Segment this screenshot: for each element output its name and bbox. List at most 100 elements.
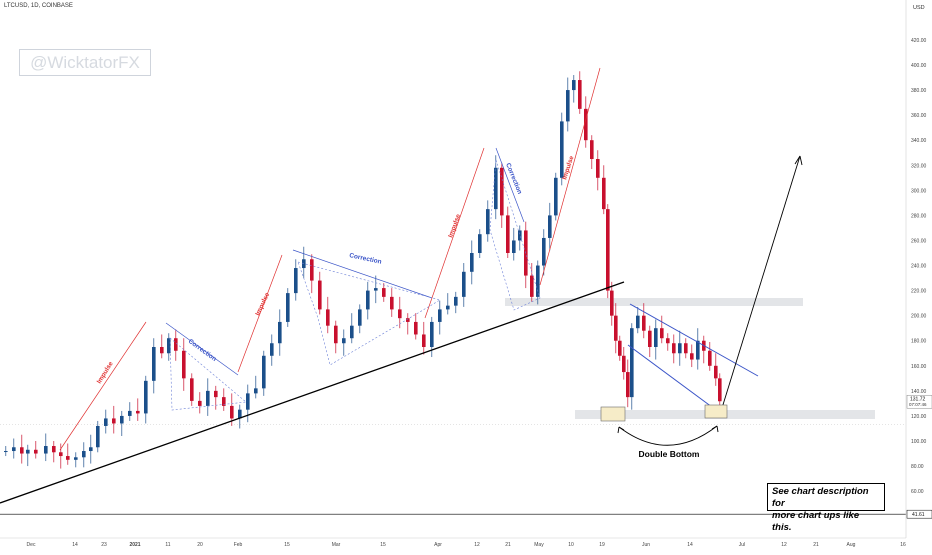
- price-tick-label: 340.00: [911, 138, 927, 144]
- time-tick-label: 11: [165, 542, 170, 548]
- price-tick-label: 220.00: [911, 289, 927, 295]
- candle-body: [326, 309, 330, 326]
- time-tick-label: 14: [72, 542, 78, 548]
- impulse-label: Impulse: [447, 213, 462, 239]
- symbol-label: LTCUSD, 1D, COINBASE: [4, 3, 73, 9]
- currency-label: USD: [913, 5, 925, 11]
- candle-body: [690, 353, 694, 360]
- pattern-dashed-lines: [489, 159, 541, 311]
- time-tick-label: 15: [380, 542, 386, 548]
- candle-body: [578, 80, 582, 109]
- candle-body: [630, 328, 634, 398]
- candle-body: [222, 397, 226, 406]
- candle-body: [358, 309, 362, 326]
- candle-body: [286, 293, 290, 322]
- candle-body: [160, 347, 164, 354]
- double-bottom-box-right: [704, 404, 728, 419]
- candle-body: [548, 215, 552, 238]
- candle-body: [696, 340, 700, 360]
- price-tick-label: 360.00: [911, 113, 927, 119]
- correction-arrow: [495, 147, 525, 223]
- candle-body: [584, 108, 588, 141]
- candle-body: [506, 215, 510, 253]
- candle-body: [678, 343, 682, 354]
- correction-arrow: [292, 249, 433, 299]
- channel-upper-line: [629, 303, 759, 377]
- projection-arrow-head: [794, 155, 803, 166]
- correction-label: Correction: [349, 252, 383, 266]
- candle-body: [270, 343, 274, 356]
- candle-body: [34, 449, 38, 454]
- candle-body: [642, 315, 646, 331]
- candle-body: [342, 338, 346, 344]
- candle-body: [560, 121, 564, 178]
- candle-body: [718, 378, 722, 402]
- time-tick-label: 19: [599, 542, 605, 548]
- candle-body: [542, 237, 546, 266]
- candle-body: [89, 447, 93, 452]
- candle-body: [26, 449, 30, 454]
- price-tick-label: 160.00: [911, 364, 927, 370]
- candle-body: [20, 447, 24, 454]
- time-tick-label: 21: [505, 542, 511, 548]
- price-tick-label: 100.00: [911, 439, 927, 445]
- candle-body: [96, 425, 100, 448]
- candle-body: [708, 350, 712, 366]
- time-tick-label: Jun: [642, 542, 650, 548]
- double-bottom-arc: [618, 425, 718, 446]
- correction-arrow: [165, 322, 239, 376]
- time-tick-label: Feb: [234, 542, 243, 548]
- impulse-arrow: [237, 254, 283, 373]
- candle-body: [536, 265, 540, 297]
- candle-body: [230, 405, 234, 419]
- candle-body: [486, 209, 490, 235]
- candle-body: [654, 328, 658, 347]
- candle-body: [167, 338, 171, 354]
- candle-body: [214, 390, 218, 398]
- description-line-2: more chart ups like this.: [772, 510, 860, 533]
- candle-body: [414, 321, 418, 335]
- candle-body: [422, 334, 426, 347]
- candle-body: [190, 378, 194, 401]
- candle-body: [572, 80, 576, 91]
- candle-body: [374, 288, 378, 291]
- candle-body: [112, 418, 116, 424]
- impulse-arrow: [539, 67, 601, 286]
- time-tick-label: Dec: [27, 542, 36, 548]
- candle-body: [566, 90, 570, 122]
- candle-body: [262, 355, 266, 389]
- time-tick-label: 16: [900, 542, 906, 548]
- candle-body: [128, 410, 132, 416]
- price-tick-label: 260.00: [911, 238, 927, 244]
- candle-body: [206, 390, 210, 406]
- projection-arrow: [721, 155, 801, 409]
- candle-layer: [4, 71, 722, 469]
- last-price-label: 131.72: [910, 397, 926, 403]
- candle-body: [350, 325, 354, 339]
- description-box: See chart description for more chart ups…: [767, 483, 885, 533]
- price-tick-label: 60.00: [911, 489, 924, 495]
- price-tick-label: 320.00: [911, 163, 927, 169]
- price-tick-label: 120.00: [911, 414, 927, 420]
- candle-body: [182, 350, 186, 379]
- candle-body: [152, 347, 156, 381]
- candle-body: [672, 343, 676, 354]
- impulse-label: Impulse: [254, 291, 271, 317]
- candle-body: [198, 400, 202, 406]
- candle-body: [12, 447, 16, 452]
- watermark: @WicktatorFX: [19, 49, 151, 76]
- candle-body: [174, 338, 178, 351]
- candle-body: [430, 321, 434, 347]
- candle-body: [278, 321, 282, 344]
- candle-body: [614, 315, 618, 341]
- candle-body: [554, 177, 558, 216]
- description-line-1: See chart description for: [772, 486, 869, 509]
- price-tick-label: 200.00: [911, 314, 927, 320]
- candle-body: [462, 271, 466, 297]
- candle-body: [494, 167, 498, 210]
- candle-body: [382, 288, 386, 297]
- time-tick-label: Jul: [739, 542, 745, 548]
- candle-body: [530, 275, 534, 297]
